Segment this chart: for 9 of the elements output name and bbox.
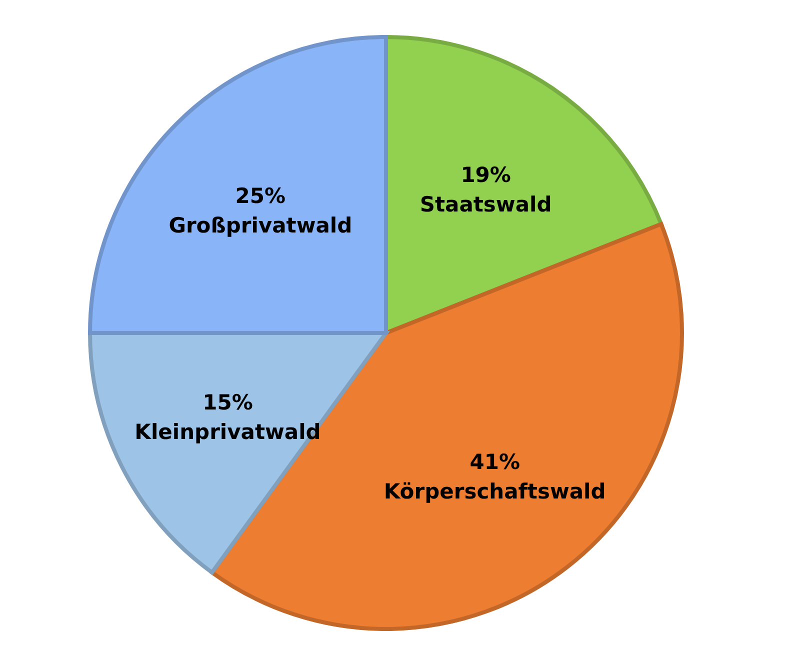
data-label: 15% [202, 390, 253, 414]
slice-label: Körperschaftswald [384, 480, 606, 504]
slice-label: Kleinprivatwald [134, 420, 321, 444]
pie-slice [88, 35, 388, 335]
slice-label: Staatswald [420, 192, 552, 216]
data-label: 25% [235, 184, 286, 208]
data-label: 41% [470, 450, 520, 474]
data-label: 19% [460, 162, 511, 187]
slice-label: Großprivatwald [168, 214, 352, 238]
